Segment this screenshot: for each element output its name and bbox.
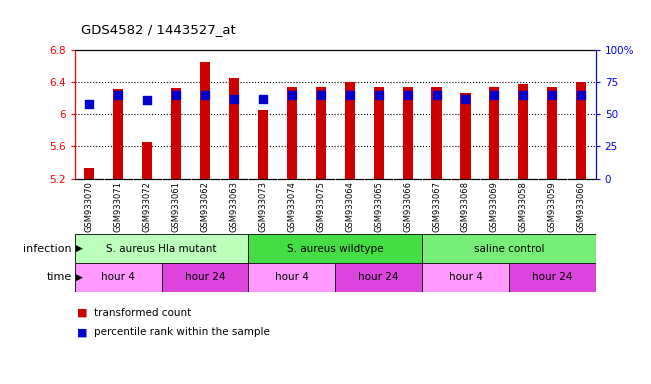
Text: hour 4: hour 4 (275, 272, 309, 283)
Bar (249, 263, 335, 292)
Text: S. aureus wildtype: S. aureus wildtype (287, 243, 383, 254)
Text: percentile rank within the sample: percentile rank within the sample (94, 327, 270, 337)
Point (171, 92, 182, 98)
Point (286, 92, 297, 98)
Text: hour 24: hour 24 (532, 272, 572, 283)
Text: infection: infection (23, 243, 72, 254)
Point (229, 96, 239, 102)
Point (113, 92, 124, 98)
Point (518, 92, 529, 98)
Bar (249, 234, 422, 263)
Bar (287, 87, 297, 179)
Text: ■: ■ (77, 308, 88, 318)
Bar (335, 263, 422, 292)
Bar (518, 84, 529, 179)
Point (460, 96, 471, 102)
Bar (161, 263, 249, 292)
Text: GSM933075: GSM933075 (316, 181, 326, 232)
Bar (229, 78, 239, 179)
Point (402, 92, 413, 98)
Bar (422, 263, 509, 292)
Text: GSM933062: GSM933062 (201, 181, 210, 232)
Text: GSM933071: GSM933071 (114, 181, 123, 232)
Text: GDS4582 / 1443527_at: GDS4582 / 1443527_at (81, 23, 236, 36)
Bar (490, 87, 499, 179)
Bar (576, 82, 587, 179)
Bar (171, 88, 181, 179)
Point (84, 101, 94, 107)
Bar (432, 87, 441, 179)
Point (200, 92, 210, 98)
Text: hour 24: hour 24 (359, 272, 399, 283)
Text: hour 24: hour 24 (185, 272, 225, 283)
Text: GSM933070: GSM933070 (85, 181, 94, 232)
Text: GSM933067: GSM933067 (432, 181, 441, 232)
Bar (422, 234, 596, 263)
Bar (84, 168, 94, 179)
Text: GSM933074: GSM933074 (287, 181, 296, 232)
Bar (75, 263, 161, 292)
Point (374, 92, 384, 98)
Text: ■: ■ (77, 327, 88, 337)
Text: GSM933063: GSM933063 (230, 181, 238, 232)
Point (576, 92, 587, 98)
Bar (402, 87, 413, 179)
Text: GSM933068: GSM933068 (461, 181, 470, 232)
Text: GSM933061: GSM933061 (172, 181, 180, 232)
Text: GSM933069: GSM933069 (490, 181, 499, 232)
Bar (547, 87, 557, 179)
Text: hour 4: hour 4 (449, 272, 482, 283)
Text: GSM933059: GSM933059 (547, 181, 557, 232)
Text: ▶: ▶ (76, 273, 83, 282)
Text: ▶: ▶ (76, 244, 83, 253)
Text: saline control: saline control (474, 243, 544, 254)
Text: GSM933058: GSM933058 (519, 181, 528, 232)
Bar (344, 82, 355, 179)
Text: GSM933073: GSM933073 (258, 181, 268, 232)
Text: hour 4: hour 4 (102, 272, 135, 283)
Point (258, 96, 268, 102)
Text: GSM933072: GSM933072 (143, 181, 152, 232)
Point (344, 92, 355, 98)
Point (142, 97, 152, 103)
Bar (75, 234, 249, 263)
Text: GSM933065: GSM933065 (374, 181, 383, 232)
Bar (509, 263, 596, 292)
Text: GSM933060: GSM933060 (577, 181, 586, 232)
Text: GSM933064: GSM933064 (345, 181, 354, 232)
Text: transformed count: transformed count (94, 308, 191, 318)
Bar (200, 62, 210, 179)
Bar (258, 110, 268, 179)
Point (432, 92, 442, 98)
Bar (460, 93, 471, 179)
Point (489, 92, 499, 98)
Point (316, 92, 326, 98)
Text: GSM933066: GSM933066 (403, 181, 412, 232)
Text: S. aureus Hla mutant: S. aureus Hla mutant (106, 243, 217, 254)
Text: time: time (46, 272, 72, 283)
Bar (113, 89, 123, 179)
Bar (374, 87, 383, 179)
Bar (316, 87, 326, 179)
Point (547, 92, 557, 98)
Bar (142, 142, 152, 179)
